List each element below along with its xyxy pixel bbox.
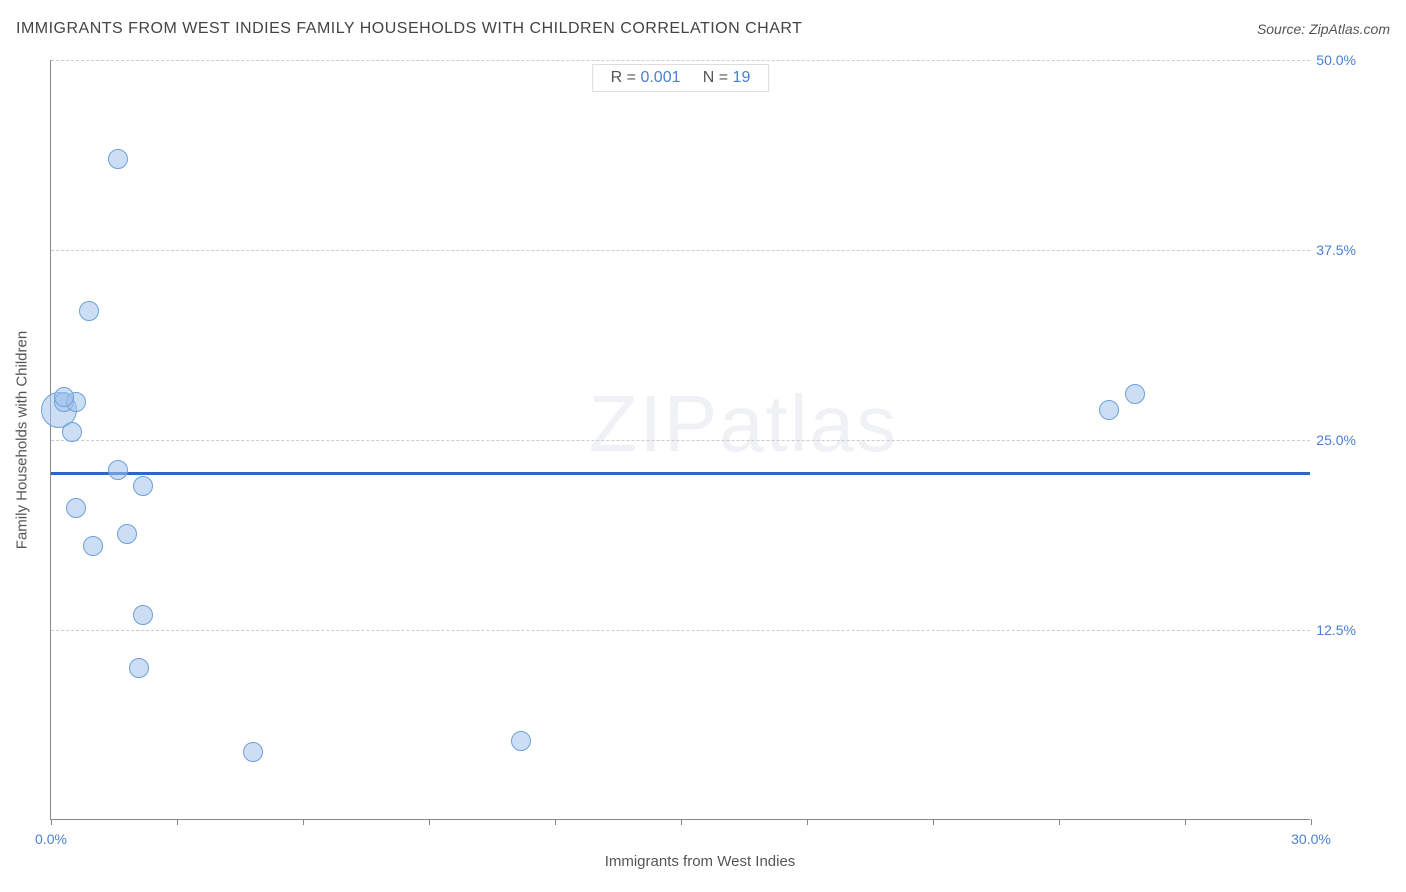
watermark: ZIPatlas — [589, 378, 898, 470]
trendline — [51, 472, 1310, 475]
scatter-point — [511, 731, 531, 751]
x-tick — [1311, 819, 1312, 825]
scatter-point — [133, 605, 153, 625]
scatter-point — [117, 524, 137, 544]
x-tick — [51, 819, 52, 825]
x-tick-label: 30.0% — [1291, 831, 1331, 847]
stat-r-value: 0.001 — [640, 69, 680, 86]
x-tick — [933, 819, 934, 825]
stat-r-label: R = — [611, 69, 641, 86]
scatter-point — [1099, 400, 1119, 420]
y-tick-label: 25.0% — [1316, 432, 1356, 448]
x-tick — [681, 819, 682, 825]
scatter-point — [129, 658, 149, 678]
gridline-h — [51, 250, 1310, 251]
x-tick — [177, 819, 178, 825]
scatter-point — [133, 476, 153, 496]
y-tick-label: 50.0% — [1316, 52, 1356, 68]
y-axis-label: Family Households with Children — [14, 331, 31, 549]
stats-box: R = 0.001 N = 19 — [592, 64, 770, 92]
scatter-point — [1125, 384, 1145, 404]
scatter-point — [243, 742, 263, 762]
y-tick-label: 37.5% — [1316, 242, 1356, 258]
x-tick — [429, 819, 430, 825]
scatter-point — [108, 149, 128, 169]
x-tick — [1185, 819, 1186, 825]
scatter-point — [66, 498, 86, 518]
x-tick — [1059, 819, 1060, 825]
gridline-h — [51, 440, 1310, 441]
stat-n-value: 19 — [733, 69, 751, 86]
scatter-point — [62, 422, 82, 442]
x-axis-label: Immigrants from West Indies — [605, 853, 796, 870]
scatter-point — [54, 387, 74, 407]
stat-n-label: N = — [703, 69, 733, 86]
gridline-h — [51, 60, 1310, 61]
x-tick — [303, 819, 304, 825]
watermark-atlas: atlas — [719, 379, 898, 468]
x-tick-label: 0.0% — [35, 831, 67, 847]
scatter-point — [108, 460, 128, 480]
y-tick-label: 12.5% — [1316, 622, 1356, 638]
scatter-point — [83, 536, 103, 556]
chart-source: Source: ZipAtlas.com — [1257, 21, 1390, 37]
plot-area: ZIPatlas R = 0.001 N = 19 12.5%25.0%37.5… — [50, 60, 1310, 820]
chart-header: IMMIGRANTS FROM WEST INDIES FAMILY HOUSE… — [16, 20, 1390, 38]
gridline-h — [51, 630, 1310, 631]
chart-title: IMMIGRANTS FROM WEST INDIES FAMILY HOUSE… — [16, 20, 802, 38]
chart-container: Family Households with Children ZIPatlas… — [40, 60, 1360, 820]
watermark-zip: ZIP — [589, 379, 719, 468]
scatter-point — [79, 301, 99, 321]
x-tick — [807, 819, 808, 825]
x-tick — [555, 819, 556, 825]
